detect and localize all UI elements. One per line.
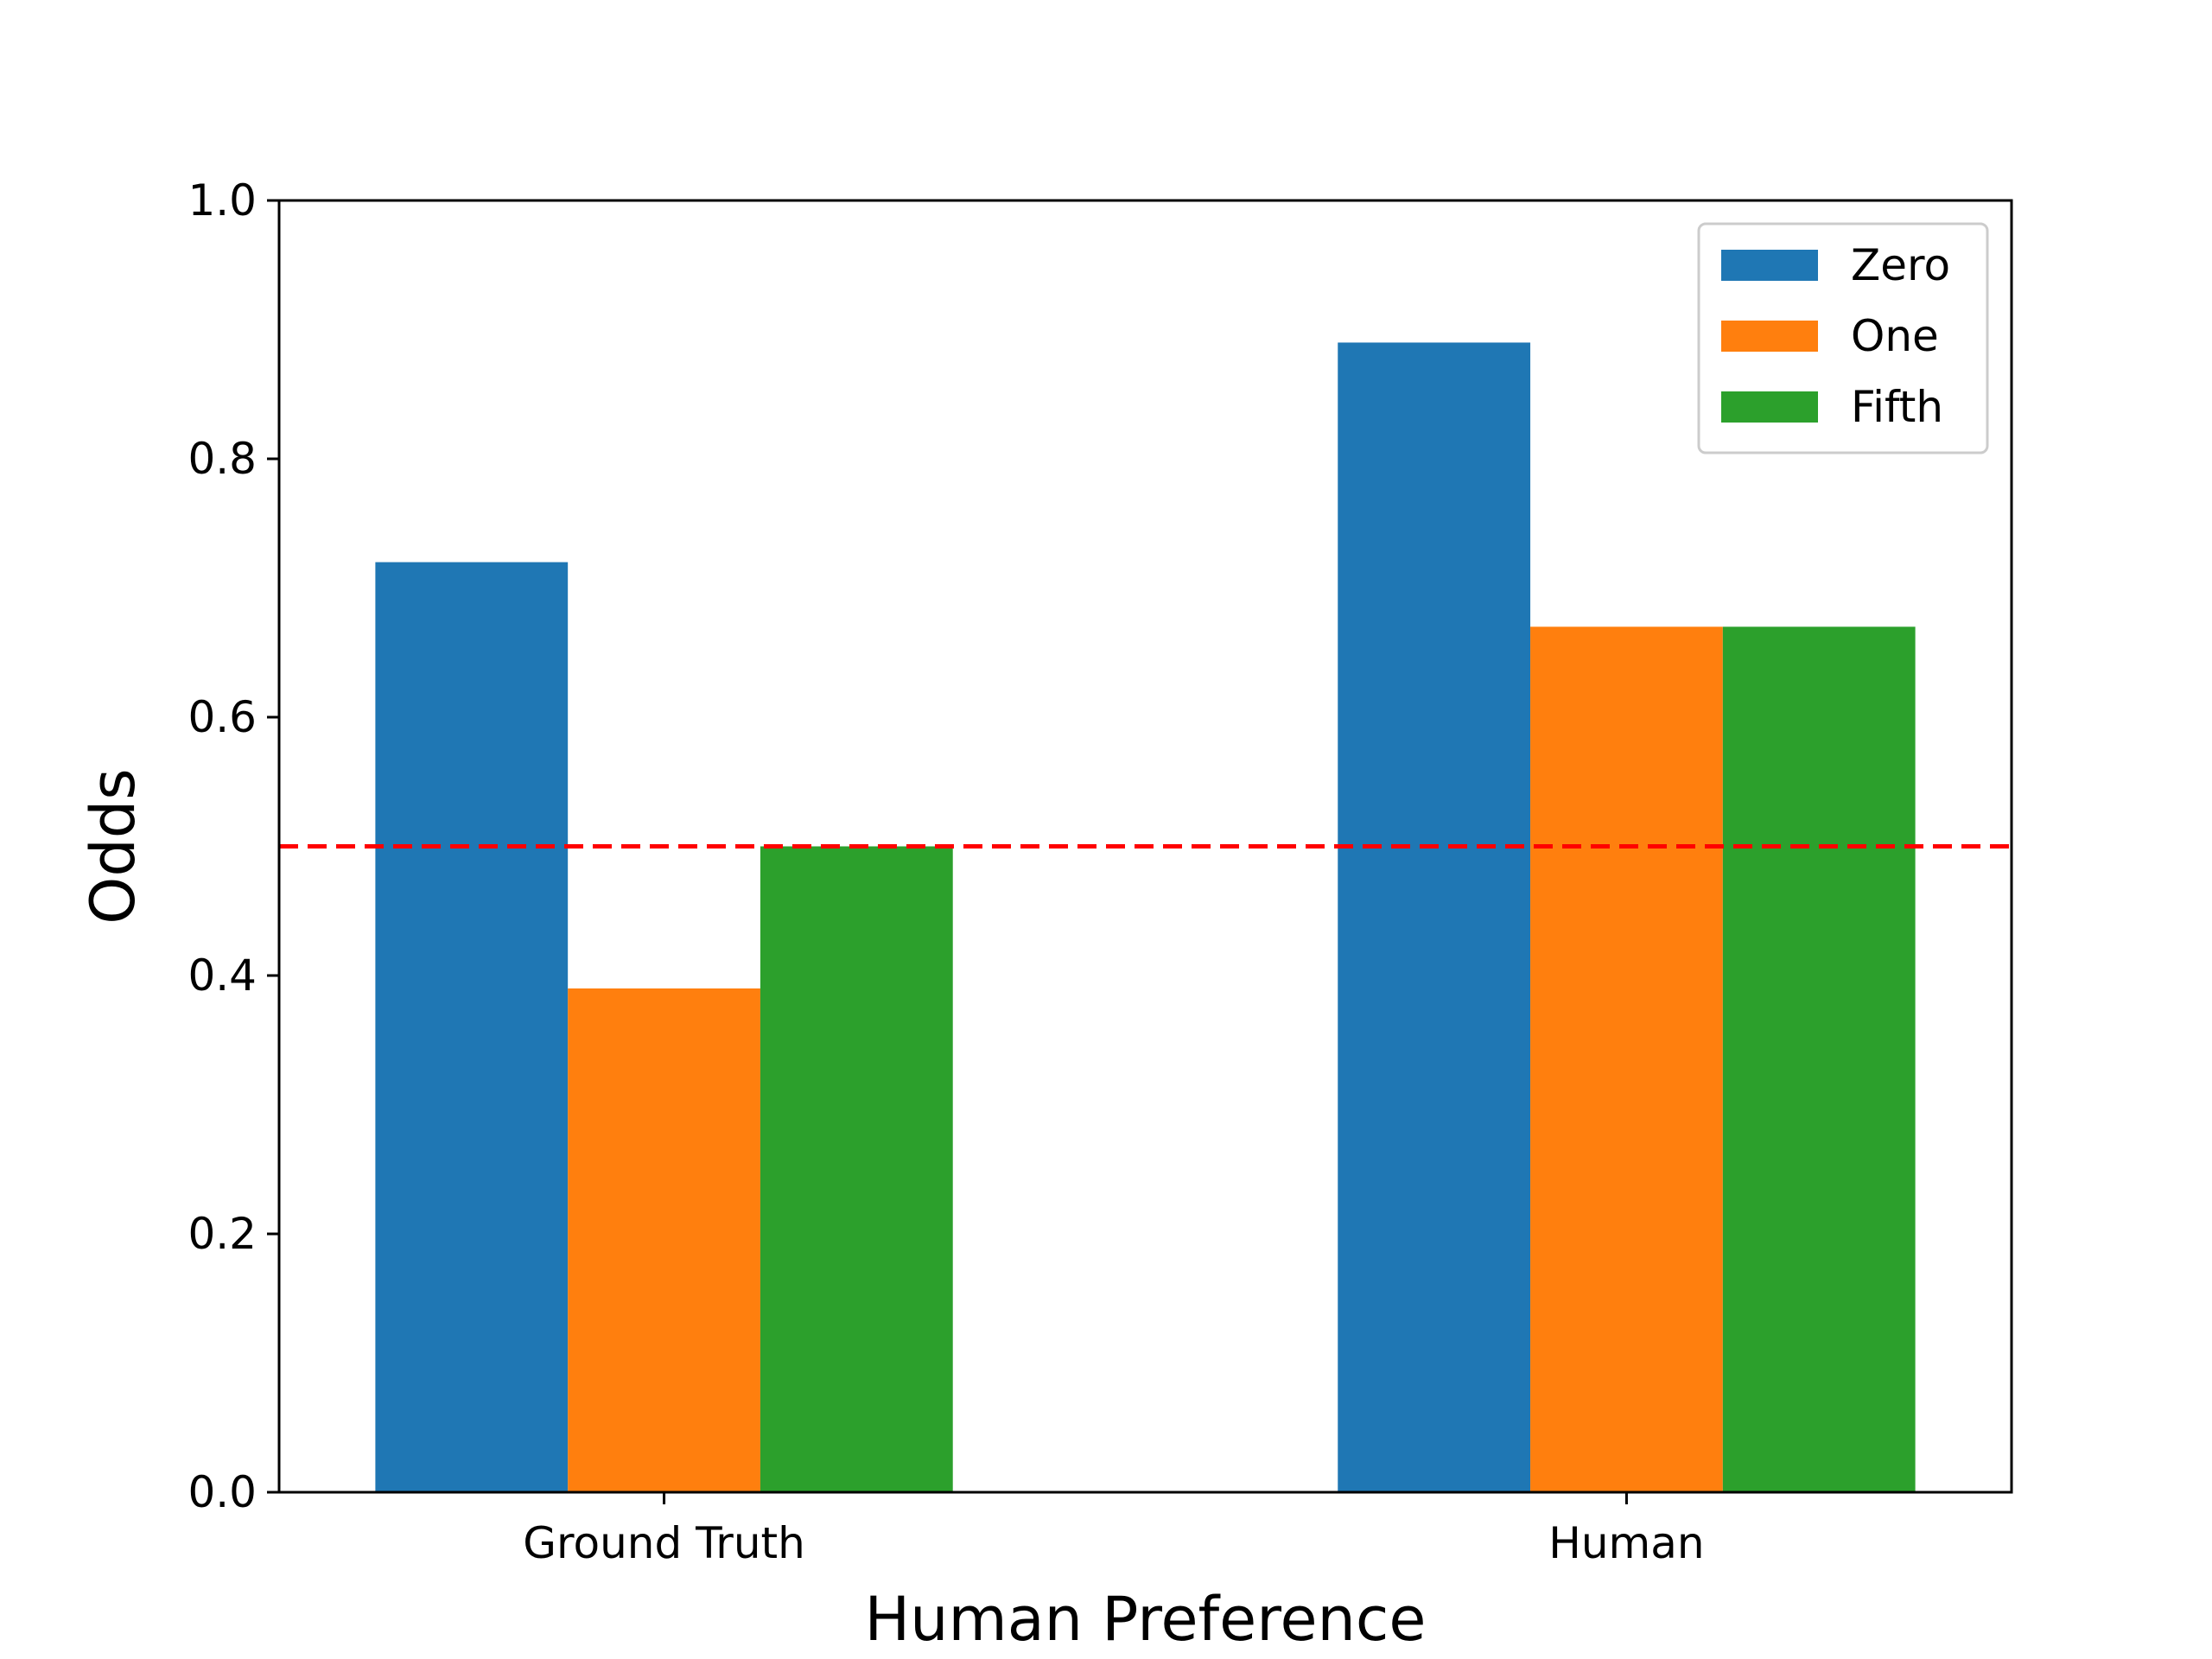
- y-tick-label: 0.8: [188, 434, 257, 484]
- legend-label-fifth: Fifth: [1851, 382, 1943, 432]
- y-axis-title: Odds: [78, 768, 149, 924]
- legend-swatch-fifth: [1721, 391, 1818, 423]
- legend-swatch-one: [1721, 321, 1818, 352]
- x-axis-title: Human Preference: [865, 1584, 1427, 1655]
- bar-fifth-0: [760, 846, 953, 1492]
- y-tick-label: 0.2: [188, 1209, 257, 1259]
- y-tick-label: 0.4: [188, 950, 257, 1001]
- y-tick-label: 0.0: [188, 1467, 257, 1517]
- x-axis-ticks: Ground Truth Human: [523, 1492, 1705, 1568]
- y-axis-ticks: 0.0 0.2 0.4 0.6 0.8 1.0: [188, 175, 279, 1517]
- bar-zero-0: [375, 562, 569, 1492]
- bar-fifth-1: [1722, 626, 1916, 1492]
- bar-one-0: [568, 988, 760, 1492]
- plot-frame: [277, 199, 2013, 1494]
- y-tick-label: 0.6: [188, 692, 257, 742]
- bar-one-1: [1530, 626, 1723, 1492]
- x-tick-label: Ground Truth: [523, 1518, 805, 1568]
- x-tick-label: Human: [1548, 1518, 1704, 1568]
- legend: Zero One Fifth: [1697, 222, 1989, 454]
- bars-group: [375, 342, 1916, 1493]
- y-tick-label: 1.0: [188, 175, 257, 226]
- legend-swatch-zero: [1721, 250, 1818, 281]
- legend-label-one: One: [1851, 311, 1939, 361]
- legend-label-zero: Zero: [1851, 240, 1950, 290]
- bar-zero-1: [1338, 342, 1531, 1493]
